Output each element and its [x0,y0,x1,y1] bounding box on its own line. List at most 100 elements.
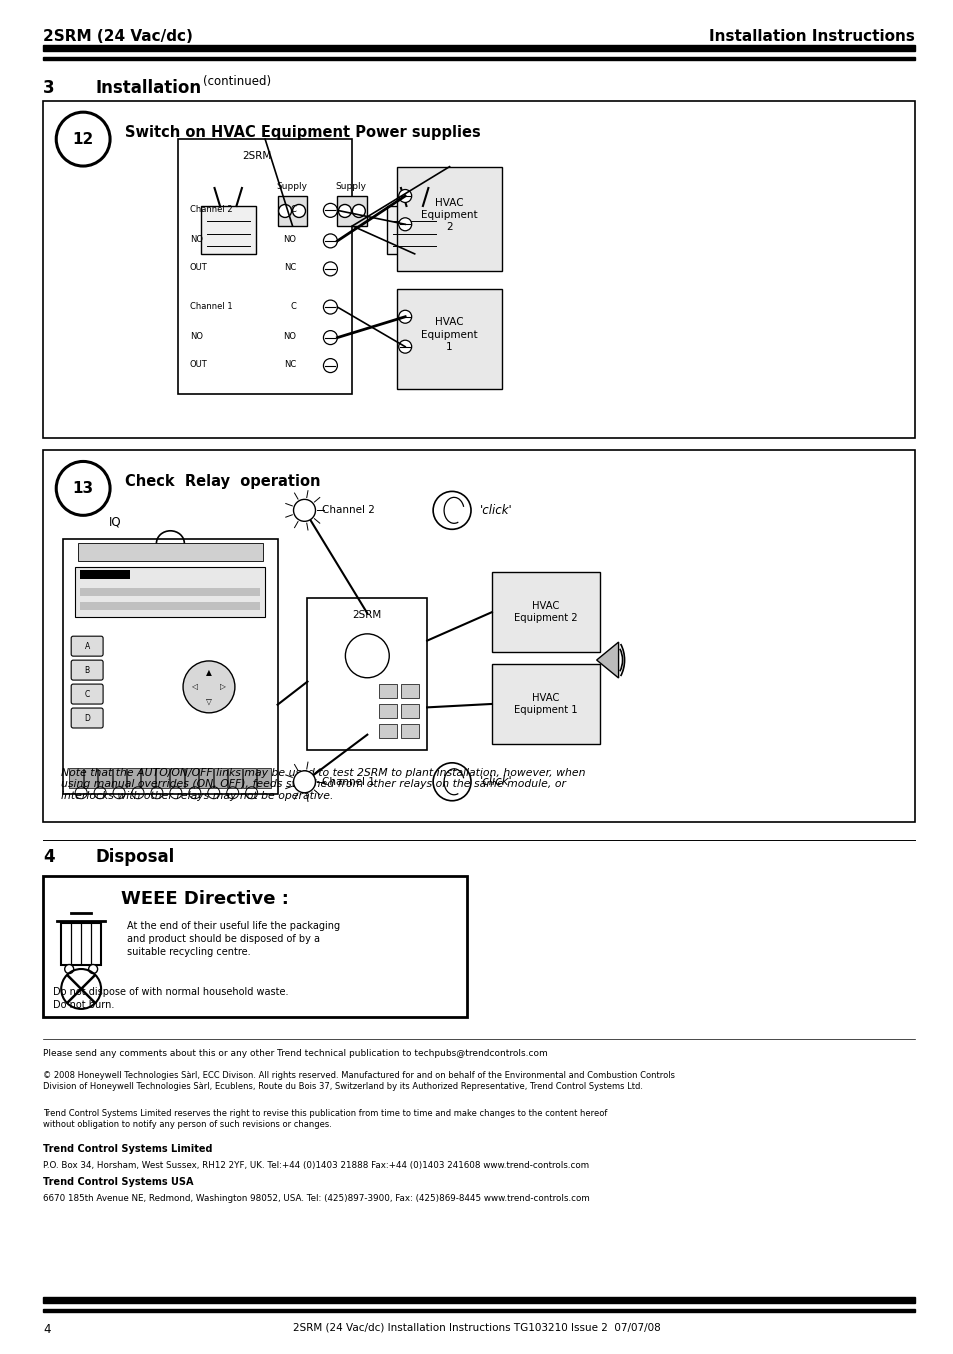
Text: 2SRM (24 Vac/dc): 2SRM (24 Vac/dc) [43,30,193,45]
Text: 2SRM (24 Vac/dc) Installation Instructions TG103210 Issue 2  07/07/08: 2SRM (24 Vac/dc) Installation Instructio… [293,1323,660,1332]
Bar [61,923,101,965]
Text: © 2008 Honeywell Technologies Sàrl, ECC Divison. All rights reserved. Manufactur: © 2008 Honeywell Technologies Sàrl, ECC … [43,1071,675,1091]
Bar [379,724,396,738]
Text: ▷: ▷ [220,682,226,692]
Bar [242,768,255,788]
Bar [396,167,501,271]
Text: NO: NO [190,236,203,245]
Text: OUT: OUT [190,264,208,272]
Circle shape [323,359,337,372]
Text: At the end of their useful life the packaging
and product should be disposed of : At the end of their useful life the pack… [127,922,340,957]
Circle shape [65,964,73,974]
Text: 12: 12 [72,131,93,146]
Bar [199,768,213,788]
Text: C: C [291,302,296,310]
Bar [43,1297,914,1303]
Bar [127,768,140,788]
Circle shape [398,310,412,324]
Bar [228,768,241,788]
Circle shape [398,218,412,230]
FancyBboxPatch shape [71,708,103,728]
Circle shape [345,634,389,678]
Text: HVAC
Equipment 2: HVAC Equipment 2 [514,601,577,623]
Text: Installation Instructions: Installation Instructions [708,30,914,45]
Text: 2SRM: 2SRM [353,611,381,620]
Bar [379,704,396,718]
Bar [78,543,262,562]
Bar [63,539,277,793]
Bar [43,876,467,1017]
Text: Trend Control Systems Limited: Trend Control Systems Limited [43,1144,213,1154]
Text: NC: NC [284,360,296,370]
Bar [43,1309,914,1312]
Text: ◁: ◁ [192,682,198,692]
Text: Note that the AUTO/ON/OFF links may be used to test 2SRM to plant installation, : Note that the AUTO/ON/OFF links may be u… [61,768,585,802]
Bar [80,603,259,611]
Circle shape [323,261,337,276]
Text: NC: NC [284,264,296,272]
Circle shape [323,301,337,314]
Text: (continued): (continued) [203,76,271,88]
Bar [401,684,418,697]
Text: Channel 2: Channel 2 [190,204,233,214]
Bar [155,768,170,788]
Bar [43,45,914,51]
Text: OUT: OUT [190,360,208,370]
Bar [492,573,599,653]
Bar [112,768,126,788]
FancyBboxPatch shape [71,661,103,680]
Circle shape [278,204,292,218]
Text: Switch on HVAC Equipment Power supplies: Switch on HVAC Equipment Power supplies [125,125,480,139]
Text: WEEE Directive :: WEEE Directive : [121,890,289,907]
Text: 3: 3 [43,80,55,97]
Text: NO: NO [190,332,203,341]
Bar [80,588,259,596]
Circle shape [89,964,97,974]
Text: Installation: Installation [95,80,201,97]
Circle shape [352,204,365,218]
Bar [177,139,352,394]
Text: Trend Control Systems USA: Trend Control Systems USA [43,1177,193,1187]
Circle shape [323,234,337,248]
Text: D: D [84,714,90,723]
Bar [213,768,227,788]
Text: 2SRM: 2SRM [241,152,271,161]
Circle shape [323,330,337,344]
Bar [492,663,599,743]
Text: 6670 185th Avenue NE, Redmond, Washington 98052, USA. Tel: (425)897-3900, Fax: (: 6670 185th Avenue NE, Redmond, Washingto… [43,1194,589,1202]
Circle shape [293,204,305,218]
Text: 4: 4 [43,848,55,865]
Bar [185,768,198,788]
Bar [80,570,130,580]
Text: Channel 2: Channel 2 [322,505,375,516]
Circle shape [294,500,315,521]
Text: Channel 1: Channel 1 [322,777,375,787]
Text: ▽: ▽ [206,696,212,705]
Bar [70,768,83,788]
Bar [84,768,97,788]
FancyBboxPatch shape [71,636,103,657]
Text: B: B [85,666,90,674]
Text: Supply: Supply [275,181,307,191]
Bar [75,567,264,617]
Bar [98,768,112,788]
Text: Channel 1: Channel 1 [190,302,233,310]
Bar [387,206,441,253]
FancyBboxPatch shape [71,684,103,704]
Circle shape [294,770,315,792]
Text: NO: NO [283,236,296,245]
Polygon shape [596,642,618,678]
Circle shape [323,203,337,218]
Circle shape [338,204,351,218]
Text: A: A [85,642,90,651]
Text: C: C [85,689,90,699]
Bar [337,196,367,226]
Circle shape [398,190,412,203]
Text: Trend Control Systems Limited reserves the right to revise this publication from: Trend Control Systems Limited reserves t… [43,1109,607,1129]
Bar [43,451,914,822]
Bar [401,704,418,718]
Bar [141,768,154,788]
Bar [396,288,501,389]
Text: HVAC
Equipment
1: HVAC Equipment 1 [421,317,477,352]
Bar [307,598,427,750]
